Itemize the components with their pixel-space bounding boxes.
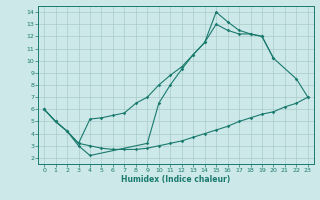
X-axis label: Humidex (Indice chaleur): Humidex (Indice chaleur) [121,175,231,184]
